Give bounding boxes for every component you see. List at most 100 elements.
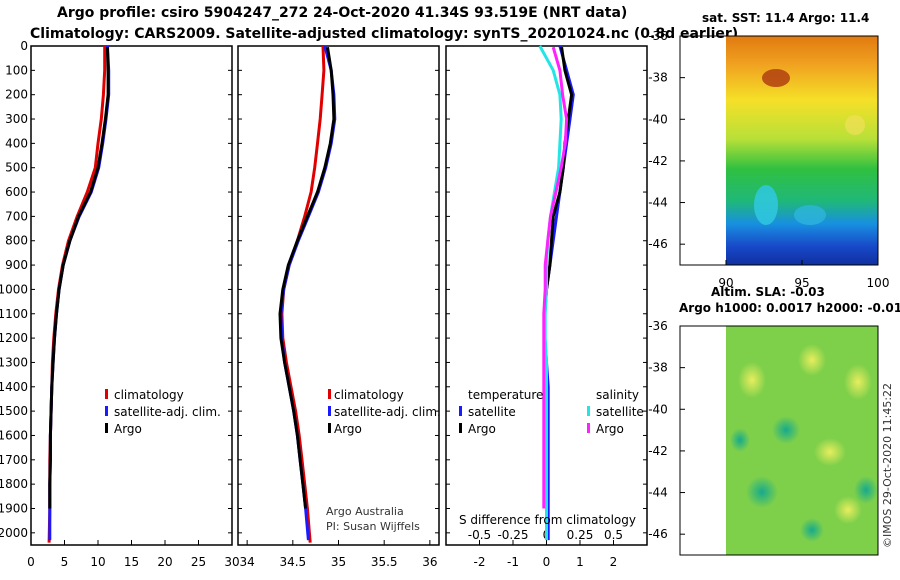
sst-lon-90: 90: [718, 276, 733, 290]
sla-map-lat-labels: -36 -38 -40 -42 -44 -46: [648, 319, 685, 541]
depth-tick-800: 800: [5, 234, 28, 248]
xt-temp-0: 0: [27, 555, 35, 569]
series-argo: [278, 46, 336, 509]
legend-salinity-title: salinity: [596, 388, 639, 402]
depth-tick-200: 200: [5, 88, 28, 102]
depth-tick-900: 900: [5, 258, 28, 272]
legend-sal-climatology-label: climatology: [334, 388, 404, 402]
sla-blob-4: [814, 438, 846, 466]
sla-blob-5: [834, 496, 862, 524]
legend-sal-sat-label: satellite: [596, 405, 644, 419]
legend-satellite-swatch: [105, 406, 108, 416]
map1-y--40: -40: [648, 112, 668, 126]
sla-map-title1: Altim. SLA: -0.03: [711, 285, 825, 299]
xt-difftemp-2: 2: [610, 555, 618, 569]
sla-blob-1: [738, 362, 766, 398]
sst-lon-95: 95: [794, 276, 809, 290]
sst-map-title: sat. SST: 11.4 Argo: 11.4: [702, 11, 869, 25]
xt-diffsal--0.5: -0.5: [468, 528, 491, 542]
map2-y--40: -40: [648, 402, 668, 416]
map2-y--38: -38: [648, 361, 668, 375]
depth-tick-700: 700: [5, 209, 28, 223]
xt-difftemp-0: 0: [543, 555, 551, 569]
depth-tick-500: 500: [5, 161, 28, 175]
difference-temperature-tick-labels: -2 -1 0 1 2: [474, 555, 618, 569]
depth-tick-labels: 0 100 200 300 400 500 600 700 800 900 1000 1100 1200…: [0, 39, 28, 540]
xt-difftemp--2: -2: [474, 555, 486, 569]
depth-tick-0: 0: [20, 39, 28, 53]
depth-tick-300: 300: [5, 112, 28, 126]
xt-temp-25: 25: [191, 555, 206, 569]
difference-salinity-tick-labels: -0.5 -0.25 0 0.25 0.5: [468, 528, 623, 542]
legend-sal-argo-swatch: [587, 423, 590, 433]
sla-blob-9: [800, 518, 824, 542]
series-salinity-argo: [542, 46, 569, 509]
depth-tick-1000: 1000: [0, 282, 28, 296]
credit-line1: Argo Australia: [326, 505, 404, 518]
map2-y--36: -36: [648, 319, 668, 333]
depth-tick-1600: 1600: [0, 428, 28, 442]
legend-climatology-swatch: [105, 389, 108, 399]
legend-temp-sat-swatch: [459, 406, 462, 416]
legend-temp-argo-label: Argo: [468, 422, 496, 436]
salinity-x-tick-labels: 34 34.5 35 35.5 36: [239, 555, 437, 569]
sla-blob-7: [746, 476, 778, 508]
temperature-profile-lines: [47, 45, 111, 543]
xt-temp-5: 5: [61, 555, 69, 569]
sla-map-title2: Argo h1000: 0.0017 h2000: -0.011: [679, 301, 900, 315]
legend-sal-argo-label: Argo: [596, 422, 624, 436]
xt-diffsal-0.5: 0.5: [604, 528, 623, 542]
xt-sal-35: 35: [331, 555, 346, 569]
series-climatology: [280, 45, 326, 543]
depth-tick-1800: 1800: [0, 477, 28, 491]
sla-blob-8: [854, 476, 878, 504]
xt-sal-35.5: 35.5: [371, 555, 398, 569]
xt-temp-10: 10: [90, 555, 105, 569]
depth-tick-1100: 1100: [0, 307, 28, 321]
imos-credit: ©IMOS 29-Oct-2020 11:45:22: [881, 383, 894, 548]
xt-temp-15: 15: [124, 555, 139, 569]
sst-map-lat-labels: -36 -38 -40 -42 -44 -46: [648, 29, 685, 251]
depth-tick-1700: 1700: [0, 453, 28, 467]
legend-argo-swatch: [105, 423, 108, 433]
legend-sal-climatology-swatch: [328, 389, 331, 399]
map1-y--42: -42: [648, 154, 668, 168]
sst-warm-eddy: [762, 69, 790, 87]
map2-y--44: -44: [648, 486, 668, 500]
legend-sal-satellite-label: satellite-adj. clim.: [334, 405, 441, 419]
xt-diffsal--0.25: -0.25: [497, 528, 528, 542]
xt-difftemp-1: 1: [576, 555, 584, 569]
legend-sal-argo-label: Argo: [334, 422, 362, 436]
sla-map-frame: [679, 325, 879, 556]
sla-blob-6: [772, 416, 800, 444]
legend-sal-satellite-swatch: [328, 406, 331, 416]
depth-tick-1500: 1500: [0, 404, 28, 418]
depth-tick-400: 400: [5, 136, 28, 150]
axis-ticks: [30, 45, 647, 545]
depth-tick-2000: 2000: [0, 526, 28, 540]
sst-map-field: [726, 36, 878, 265]
sst-cold-intrusion-2: [794, 205, 826, 225]
series-satellite-adj-clim-: [279, 45, 337, 541]
map1-y--38: -38: [648, 71, 668, 85]
sst-cold-intrusion: [754, 185, 778, 225]
figure-title-line2: Climatology: CARS2009. Satellite-adjuste…: [30, 26, 739, 42]
figure-title-line1: Argo profile: csiro 5904247_272 24-Oct-2…: [57, 5, 628, 21]
xt-temp-30: 30: [224, 555, 239, 569]
legend-sal-sat-swatch: [587, 406, 590, 416]
map1-y--44: -44: [648, 196, 668, 210]
sla-blob-10: [730, 428, 750, 452]
difference-profile-lines: [538, 45, 575, 541]
depth-tick-1400: 1400: [0, 380, 28, 394]
legend-climatology-label: climatology: [114, 388, 184, 402]
legend-satellite-label: satellite-adj. clim.: [114, 405, 221, 419]
legend-temperature-title: temperature: [468, 388, 543, 402]
map1-y--36: -36: [648, 29, 668, 43]
sst-map-lon-labels: 90 95 100: [718, 260, 889, 290]
temperature-x-tick-labels: 0 5 10 15 20 25 30: [27, 555, 239, 569]
xt-diffsal-0.25: 0.25: [567, 528, 594, 542]
xt-sal-34: 34: [239, 555, 254, 569]
xt-difftemp--1: -1: [507, 555, 519, 569]
sst-lon-100: 100: [867, 276, 890, 290]
